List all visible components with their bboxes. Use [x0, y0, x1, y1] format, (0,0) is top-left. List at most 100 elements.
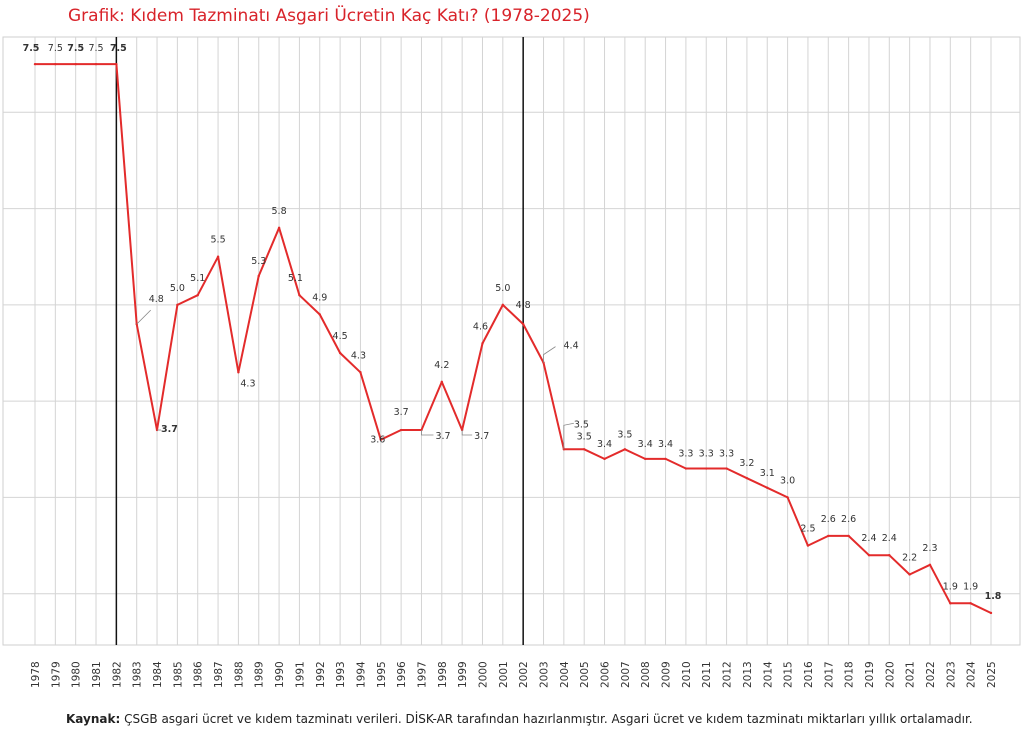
x-tick-label-1979: 1979	[50, 661, 62, 688]
data-point-2023	[949, 602, 952, 605]
data-point-2001	[501, 303, 505, 307]
data-point-1990	[277, 226, 281, 230]
data-point-1991	[298, 294, 301, 297]
data-label-2005: 3.5	[577, 431, 592, 442]
data-point-1998	[440, 380, 444, 384]
data-point-2000	[481, 342, 484, 345]
data-point-2007	[623, 448, 627, 451]
x-tick-label-1993: 1993	[335, 661, 347, 688]
source-note: Kaynak: ÇSGB asgari ücret ve kıdem tazmi…	[66, 710, 986, 728]
data-point-1996	[399, 428, 403, 432]
data-label-1982: 7.5	[110, 43, 127, 54]
data-point-2008	[644, 457, 647, 461]
x-tick-label-2009: 2009	[661, 661, 673, 688]
data-point-2011	[705, 467, 708, 470]
x-tick-label-2024: 2024	[966, 661, 978, 688]
x-tick-label-2011: 2011	[701, 661, 713, 688]
data-label-1992: 4.9	[312, 292, 327, 303]
data-label-2013: 3.2	[739, 458, 754, 469]
x-tick-label-1990: 1990	[274, 661, 286, 688]
x-tick-label-1995: 1995	[376, 661, 388, 688]
series-line	[35, 63, 992, 614]
x-tick-label-2002: 2002	[518, 661, 530, 688]
x-tick-label-1987: 1987	[213, 661, 225, 688]
label-leader-2004	[563, 422, 574, 450]
grid	[3, 37, 1020, 645]
data-label-1980: 7.5	[67, 43, 84, 54]
x-tick-label-1994: 1994	[355, 661, 367, 688]
data-label-2000: 4.6	[473, 321, 488, 332]
data-point-2012	[725, 467, 728, 470]
data-label-2017: 2.6	[821, 514, 836, 525]
x-tick-label-1981: 1981	[91, 661, 103, 688]
x-tick-label-2004: 2004	[559, 661, 571, 688]
x-tick-label-1980: 1980	[71, 661, 83, 688]
series-line-layer	[33, 62, 993, 615]
x-tick-label-2017: 2017	[823, 661, 835, 688]
data-point-1981	[94, 62, 98, 66]
data-point-1989	[257, 274, 260, 278]
data-label-1990: 5.8	[272, 206, 287, 217]
data-label-1993: 4.5	[333, 331, 348, 342]
data-label-2025: 1.8	[985, 591, 1002, 602]
x-tick-label-2005: 2005	[579, 661, 591, 688]
x-tick-label-2022: 2022	[925, 661, 937, 688]
data-point-1980	[74, 62, 77, 66]
data-label-1997: 3.7	[435, 431, 450, 442]
x-tick-label-2019: 2019	[864, 661, 876, 688]
data-label-2016: 2.5	[800, 524, 815, 535]
data-point-1986	[196, 294, 199, 297]
chart-title: Grafik: Kıdem Tazminatı Asgari Ücretin K…	[68, 6, 590, 26]
data-label-2023: 1.9	[943, 581, 958, 592]
x-tick-label-2012: 2012	[722, 661, 734, 688]
data-point-2020	[888, 554, 891, 557]
data-point-1987	[216, 255, 220, 258]
data-point-1995	[379, 438, 382, 441]
x-tick-label-1997: 1997	[416, 661, 428, 688]
x-tick-label-1999: 1999	[457, 661, 469, 688]
data-labels: 7.5 7.5 7.5 7.5 7.5 4.8 3.7 5.0 5.1 5.5 4.3 5.3 5.8 5…	[23, 43, 1002, 602]
data-point-1982	[115, 62, 118, 66]
x-tick-label-2010: 2010	[681, 661, 693, 688]
data-label-1998: 4.2	[434, 360, 449, 371]
x-tick-label-2008: 2008	[640, 661, 652, 688]
x-tick-label-1982: 1982	[111, 661, 123, 688]
source-label: Kaynak:	[66, 712, 121, 726]
x-tick-label-2001: 2001	[498, 661, 510, 688]
label-leader-1999	[461, 430, 473, 436]
x-tick-label-2015: 2015	[783, 661, 795, 688]
data-point-1978	[33, 62, 37, 66]
data-label-2004: 3.5	[574, 419, 589, 430]
x-tick-label-1996: 1996	[396, 661, 408, 688]
x-tick-label-2006: 2006	[600, 661, 612, 688]
x-tick-label-1989: 1989	[254, 661, 266, 688]
data-label-1987: 5.5	[211, 235, 226, 246]
data-label-1994: 4.3	[351, 350, 366, 361]
data-point-2019	[867, 554, 871, 557]
data-label-2001: 5.0	[495, 283, 510, 294]
x-tick-label-2003: 2003	[539, 661, 551, 688]
data-label-2019: 2.4	[861, 533, 876, 544]
data-label-2018: 2.6	[841, 514, 856, 525]
data-label-2006: 3.4	[597, 439, 612, 450]
data-point-2010	[684, 467, 688, 470]
x-tick-label-1985: 1985	[172, 661, 184, 688]
x-tick-label-2020: 2020	[884, 661, 896, 688]
label-leader-1983	[136, 309, 151, 325]
data-point-1985	[176, 303, 179, 307]
x-tick-label-2023: 2023	[945, 661, 957, 688]
x-tick-label-1991: 1991	[294, 661, 306, 688]
data-label-1991: 5.1	[288, 273, 303, 284]
data-label-1981: 7.5	[88, 43, 103, 54]
data-label-1989: 5.3	[251, 256, 266, 267]
x-tick-label-1984: 1984	[152, 661, 164, 688]
data-label-1978: 7.5	[23, 43, 40, 54]
x-tick-label-1978: 1978	[30, 661, 42, 688]
x-tick-label-2016: 2016	[803, 661, 815, 688]
x-tick-label-2013: 2013	[742, 661, 754, 688]
data-label-2011: 3.3	[699, 449, 714, 460]
data-point-1992	[318, 313, 321, 316]
x-axis-ticks: 1978 1979 1980 1981 1982 1983 1984 1985 1986 1987…	[30, 661, 998, 688]
data-label-2008: 3.4	[638, 439, 653, 450]
data-point-2018	[847, 534, 850, 538]
